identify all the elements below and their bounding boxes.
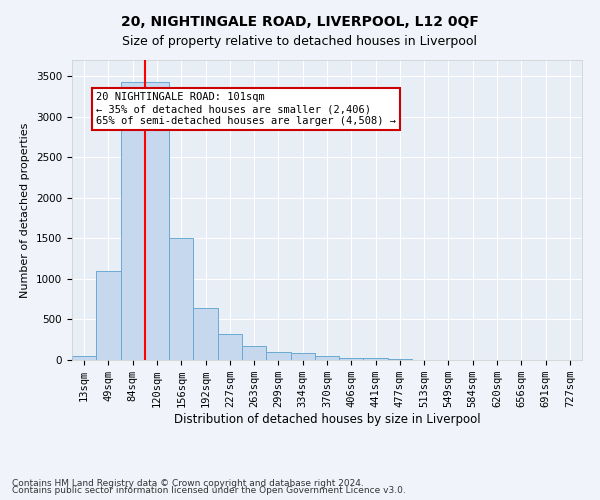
- Bar: [315, 356, 339, 360]
- Bar: [266, 352, 290, 360]
- Bar: [145, 82, 169, 360]
- X-axis label: Distribution of detached houses by size in Liverpool: Distribution of detached houses by size …: [173, 413, 481, 426]
- Text: 20, NIGHTINGALE ROAD, LIVERPOOL, L12 0QF: 20, NIGHTINGALE ROAD, LIVERPOOL, L12 0QF: [121, 15, 479, 29]
- Bar: [290, 352, 315, 360]
- Bar: [96, 271, 121, 360]
- Y-axis label: Number of detached properties: Number of detached properties: [20, 122, 31, 298]
- Bar: [193, 308, 218, 360]
- Text: Size of property relative to detached houses in Liverpool: Size of property relative to detached ho…: [122, 35, 478, 48]
- Bar: [242, 346, 266, 360]
- Bar: [121, 82, 145, 360]
- Text: Contains HM Land Registry data © Crown copyright and database right 2024.: Contains HM Land Registry data © Crown c…: [12, 478, 364, 488]
- Bar: [364, 358, 388, 360]
- Bar: [218, 334, 242, 360]
- Bar: [339, 358, 364, 360]
- Bar: [72, 356, 96, 360]
- Text: Contains public sector information licensed under the Open Government Licence v3: Contains public sector information licen…: [12, 486, 406, 495]
- Text: 20 NIGHTINGALE ROAD: 101sqm
← 35% of detached houses are smaller (2,406)
65% of : 20 NIGHTINGALE ROAD: 101sqm ← 35% of det…: [96, 92, 396, 126]
- Bar: [169, 238, 193, 360]
